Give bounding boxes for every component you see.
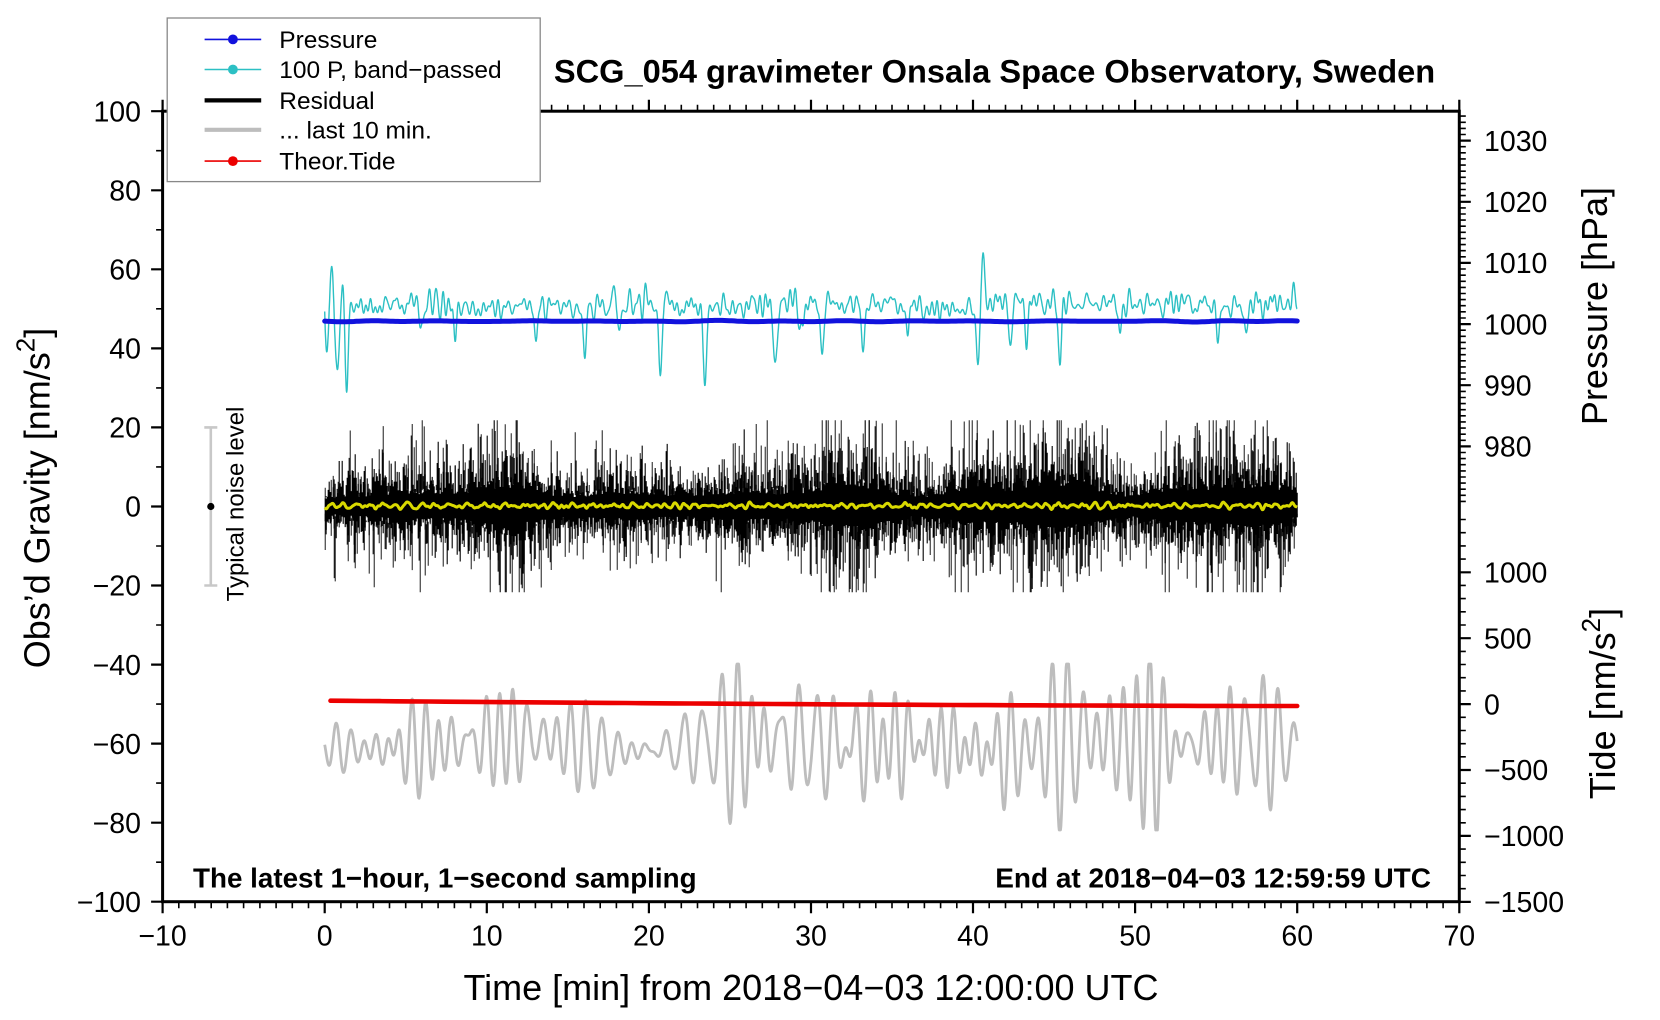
svg-text:Tide [nm/s2]: Tide [nm/s2] <box>1576 608 1623 799</box>
svg-text:Theor.Tide: Theor.Tide <box>279 149 395 176</box>
svg-text:500: 500 <box>1484 623 1532 655</box>
svg-text:Obs’d Gravity [nm/s2]: Obs’d Gravity [nm/s2] <box>11 328 58 669</box>
svg-text:... last 10 min.: ... last 10 min. <box>279 117 432 144</box>
svg-text:Time [min] from 2018−04−03 12:: Time [min] from 2018−04−03 12:00:00 UTC <box>463 967 1158 1008</box>
svg-text:0: 0 <box>317 921 333 953</box>
svg-text:End at 2018−04−03 12:59:59 UTC: End at 2018−04−03 12:59:59 UTC <box>995 863 1431 894</box>
svg-text:1010: 1010 <box>1484 248 1547 280</box>
svg-text:The latest 1−hour, 1−second sa: The latest 1−hour, 1−second sampling <box>193 863 697 894</box>
svg-text:−10: −10 <box>138 921 186 953</box>
svg-text:−60: −60 <box>93 729 141 761</box>
svg-text:40: 40 <box>957 921 989 953</box>
svg-text:10: 10 <box>471 921 503 953</box>
svg-text:1030: 1030 <box>1484 126 1547 158</box>
svg-text:−1000: −1000 <box>1484 821 1564 853</box>
svg-text:30: 30 <box>795 921 827 953</box>
svg-text:40: 40 <box>109 334 141 366</box>
svg-text:80: 80 <box>109 176 141 208</box>
svg-text:−500: −500 <box>1484 755 1548 787</box>
svg-text:−1500: −1500 <box>1484 887 1564 919</box>
svg-text:20: 20 <box>109 413 141 445</box>
svg-text:Typical noise level: Typical noise level <box>223 407 250 602</box>
svg-text:100: 100 <box>93 96 141 128</box>
svg-text:20: 20 <box>633 921 665 953</box>
svg-text:100 P, band−passed: 100 P, band−passed <box>279 57 501 84</box>
svg-text:1000: 1000 <box>1484 558 1547 590</box>
svg-text:−20: −20 <box>93 571 141 603</box>
svg-text:−40: −40 <box>93 650 141 682</box>
svg-text:980: 980 <box>1484 432 1532 464</box>
svg-text:60: 60 <box>109 255 141 287</box>
svg-text:1020: 1020 <box>1484 187 1547 219</box>
svg-text:−80: −80 <box>93 808 141 840</box>
svg-text:60: 60 <box>1281 921 1313 953</box>
svg-text:50: 50 <box>1119 921 1151 953</box>
svg-text:0: 0 <box>125 492 141 524</box>
svg-text:990: 990 <box>1484 370 1532 402</box>
svg-text:Residual: Residual <box>279 88 374 115</box>
svg-text:70: 70 <box>1443 921 1475 953</box>
svg-text:Pressure [hPa]: Pressure [hPa] <box>1574 187 1615 425</box>
svg-text:Pressure: Pressure <box>279 27 377 54</box>
svg-text:0: 0 <box>1484 689 1500 721</box>
svg-text:SCG_054 gravimeter Onsala Spac: SCG_054 gravimeter Onsala Space Observat… <box>554 52 1435 89</box>
svg-text:1000: 1000 <box>1484 309 1547 341</box>
svg-text:−100: −100 <box>77 887 141 919</box>
